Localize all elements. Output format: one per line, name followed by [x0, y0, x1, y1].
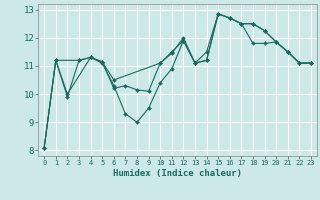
X-axis label: Humidex (Indice chaleur): Humidex (Indice chaleur) — [113, 169, 242, 178]
